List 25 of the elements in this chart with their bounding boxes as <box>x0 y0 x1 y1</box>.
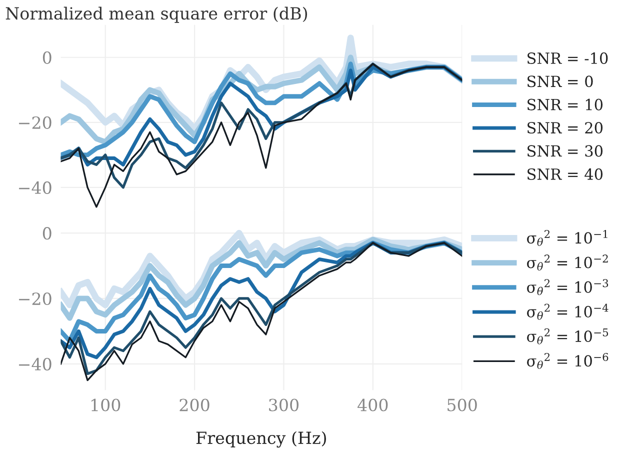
text: σ$_{θ}$$^{2}$ = 10$^{−1}$ <box>527 230 608 246</box>
legend-label: σ$_{θ}$$^{2}$ = 10$^{−6}$ <box>527 352 608 369</box>
y-tick-label: 0 <box>42 227 52 240</box>
legend-label: SNR = 30 <box>528 145 603 157</box>
x-tick-label: 300 <box>269 398 299 412</box>
x-tick-label: 100 <box>91 398 120 412</box>
legend-label: SNR = 40 <box>528 168 603 180</box>
legend-label: σ$_{θ}$$^{2}$ = 10$^{−5}$ <box>527 328 608 344</box>
y-tick-label: −20 <box>19 116 52 129</box>
legend-label: SNR = 20 <box>528 122 603 134</box>
legend-label: σ$_{θ}$$^{2}$ = 10$^{−4}$ <box>527 304 608 320</box>
x-tick-label: 400 <box>358 398 388 412</box>
y-tick-label: −40 <box>19 358 52 370</box>
x-tick-label: 200 <box>180 398 210 412</box>
y-tick-label: −40 <box>19 181 52 194</box>
legend-label: SNR = 10 <box>528 98 603 110</box>
chart-title: Normalized mean square error (dB) <box>6 6 308 23</box>
x-tick-label: 500 <box>448 398 477 412</box>
legend-label: SNR = -10 <box>528 52 608 64</box>
x-axis-title: Frequency (Hz) <box>196 431 326 448</box>
y-tick-label: −20 <box>19 292 52 306</box>
legend-label: SNR = 0 <box>528 76 593 88</box>
legend-label: σ$_{θ}$$^{2}$ = 10$^{−3}$ <box>527 279 608 296</box>
text: σ$_{θ}$$^{2}$ = 10$^{−2}$ <box>527 254 608 271</box>
y-tick-label: 0 <box>42 51 52 64</box>
